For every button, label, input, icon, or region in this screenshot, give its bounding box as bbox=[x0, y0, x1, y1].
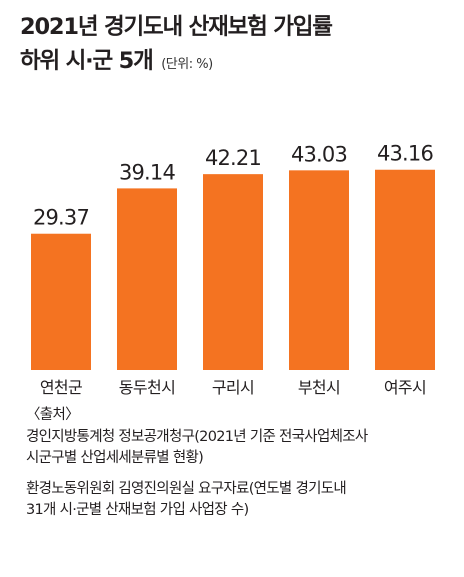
bar-4 bbox=[289, 170, 349, 370]
source-line-1: 경인지방통계청 정보공개청구(2021년 기준 전국사업체조사 bbox=[26, 428, 368, 445]
bar-1 bbox=[31, 233, 91, 370]
source-line-2: 시군구별 산업세세분류별 현황) bbox=[26, 450, 204, 466]
bar-5 bbox=[375, 169, 435, 370]
title-line-2: 하위 시·군 5개 (단위: %) bbox=[20, 44, 450, 82]
data-label-5: 43.16 bbox=[377, 142, 434, 166]
data-label-4: 43.03 bbox=[291, 142, 347, 166]
source-line-3: 환경노동위원회 김영진의원실 요구자료(연도별 경기도내 bbox=[26, 480, 347, 497]
unit-label: (단위: %) bbox=[161, 57, 213, 72]
data-label-3: 42.21 bbox=[205, 146, 261, 170]
source-header: 〈출처〉 bbox=[26, 407, 80, 423]
title-line-1: 2021년 경기도내 산재보험 가입률 bbox=[20, 14, 333, 40]
data-label-1: 29.37 bbox=[33, 206, 89, 230]
data-label-2: 39.14 bbox=[119, 160, 176, 184]
bar-chart: 29.37 연천군 39.14 동두천시 42.21 구리시 43.03 부천시 43.16 여주… bbox=[31, 142, 435, 397]
title-line-2-text: 하위 시·군 5개 bbox=[20, 48, 154, 74]
source-note: 〈출처〉 경인지방통계청 정보공개청구(2021년 기준 전국사업체조사 시군구… bbox=[26, 405, 456, 522]
category-label-5: 여주시 bbox=[384, 378, 426, 397]
chart-title: 2021년 경기도내 산재보험 가입률 하위 시·군 5개 (단위: %) bbox=[20, 10, 450, 82]
category-label-3: 구리시 bbox=[212, 378, 254, 397]
category-label-1: 연천군 bbox=[40, 378, 82, 397]
bar-3 bbox=[203, 174, 263, 370]
category-label-2: 동두천시 bbox=[119, 378, 175, 397]
category-label-4: 부천시 bbox=[298, 378, 340, 397]
bar-2 bbox=[117, 188, 177, 370]
source-line-4: 31개 시·군별 산재보험 가입 사업장 수) bbox=[26, 502, 249, 518]
